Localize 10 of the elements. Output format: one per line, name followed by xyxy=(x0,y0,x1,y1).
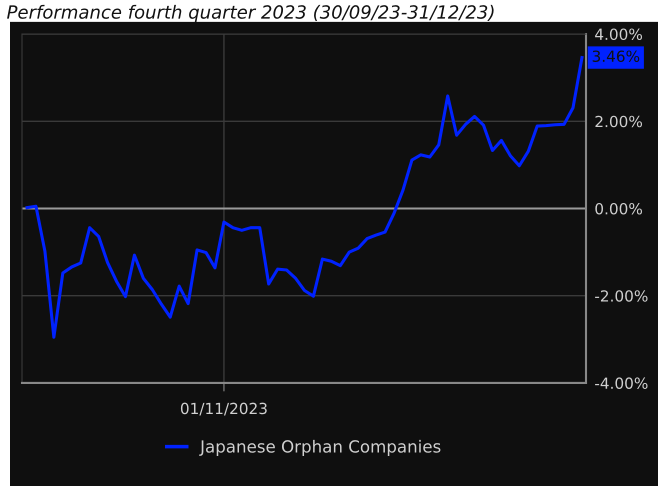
legend-label: Japanese Orphan Companies xyxy=(199,440,440,456)
y-tick-label: -2.00% xyxy=(595,290,648,302)
chart-title: Performance fourth quarter 2023 (30/09/23-31/12/23) xyxy=(7,4,494,22)
y-tick-label: -4.00% xyxy=(595,377,648,389)
y-tick-label: 4.00% xyxy=(595,28,642,40)
text: 3.46% xyxy=(592,50,640,62)
x-tick-label: 01/11/2023 xyxy=(180,402,267,416)
y-tick-label: 0.00% xyxy=(595,202,642,215)
y-tick-label: 2.00% xyxy=(595,116,642,128)
line-series xyxy=(25,56,584,339)
